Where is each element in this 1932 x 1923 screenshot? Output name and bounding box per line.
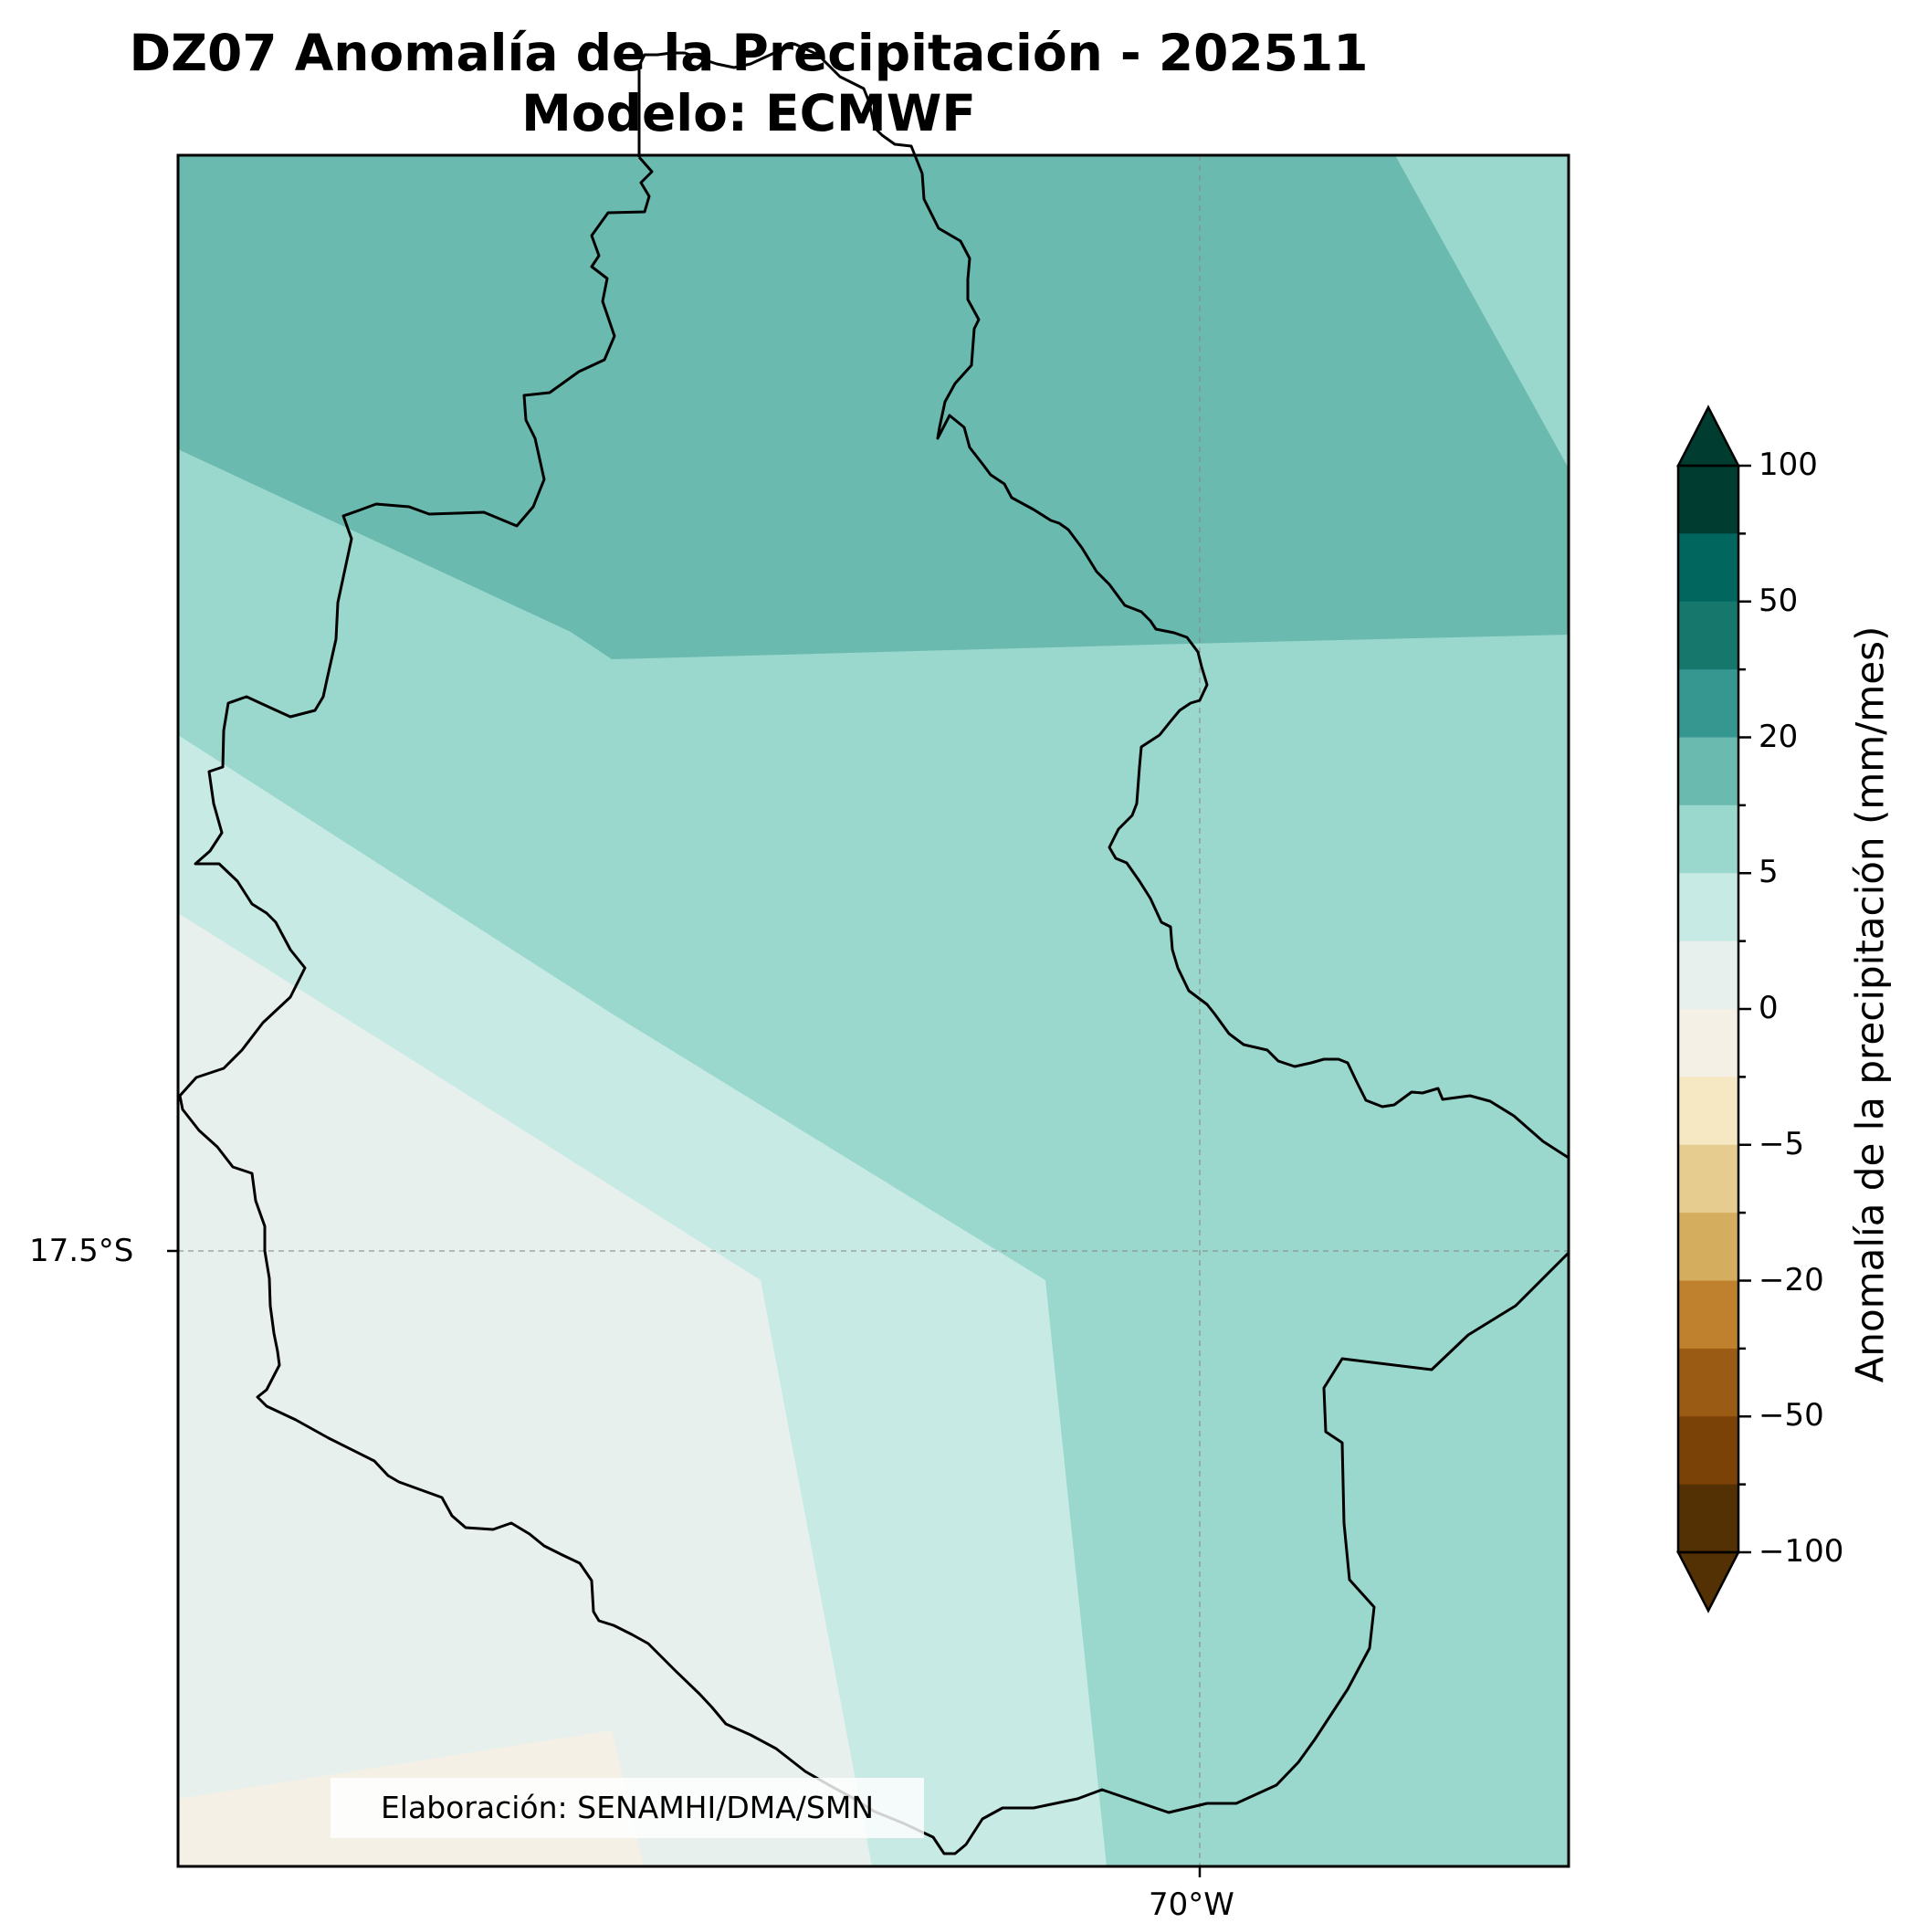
colorbar-tick-label: 50 [1759,582,1799,619]
colorbar-tick-label: −20 [1759,1261,1824,1298]
colorbar-segment [1678,1144,1738,1214]
band-0-2 [178,913,872,1866]
map-subtitle: Modelo: ECMWF [521,84,976,142]
plot-frame [176,153,1570,1868]
band-5-10-ne [1395,155,1569,468]
region-border-east [637,42,1570,1160]
colorbar-tick-label: −5 [1759,1125,1805,1162]
colorbar-tick-label: −50 [1759,1397,1824,1434]
colorbar-segment [1678,873,1738,942]
colorbar-segment [1678,1280,1738,1350]
colorbar-segment [1678,466,1738,534]
colorbar-segment [1678,533,1738,603]
colorbar-segment [1678,1213,1738,1281]
colorbar-extend-max [1675,405,1741,468]
colorbar [1675,405,1751,1613]
colorbar-segment [1678,1009,1738,1077]
colorbar-extend-min [1675,1550,1741,1613]
anomaly-fill [178,155,1569,1866]
colorbar-segment [1678,940,1738,1010]
colorbar-title: Anomalía de la precipitación (mm/mes) [1847,625,1893,1383]
colorbar-segment [1678,737,1738,806]
colorbar-segment [1678,1348,1738,1417]
colorbar-tick-label: 20 [1759,718,1799,755]
colorbar-tick-label: 100 [1759,447,1818,483]
lat-tick-label: 17.5°S [29,1233,134,1269]
colorbar-tick-label: −100 [1759,1533,1844,1570]
colorbar-tick-label: 0 [1759,990,1779,1026]
colorbar-segment [1678,669,1738,738]
colorbar-segment [1678,1416,1738,1486]
colorbar-segment [1678,1484,1738,1553]
colorbar-segment [1678,1077,1738,1146]
lon-tick-label: 70°W [1149,1886,1234,1923]
colorbar-segment [1678,601,1738,670]
map-title: DZ07 Anomalía de la Precipitación - 2025… [129,24,1369,82]
credit-label: Elaboración: SENAMHI/DMA/SMN [331,1778,924,1838]
colorbar-tick-label: 5 [1759,854,1779,891]
region-border [178,156,1570,1855]
colorbar-segment [1678,804,1738,874]
